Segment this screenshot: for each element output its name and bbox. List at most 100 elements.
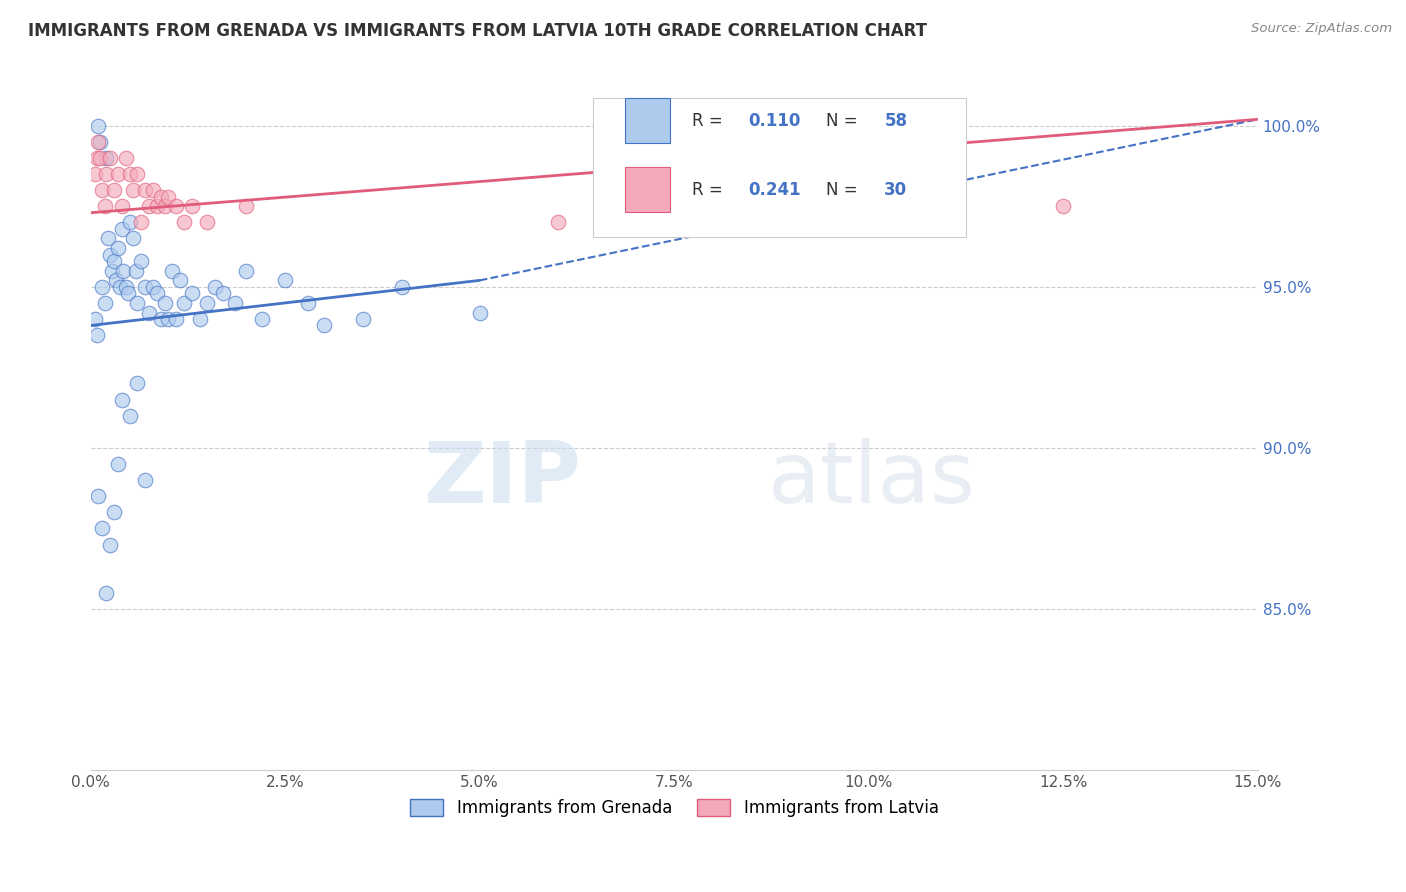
Point — [224, 296, 246, 310]
Point — [96, 586, 118, 600]
FancyBboxPatch shape — [592, 98, 966, 236]
Text: Source: ZipAtlas.com: Source: ZipAtlas.com — [1251, 22, 1392, 36]
Point — [165, 312, 187, 326]
Point — [111, 199, 134, 213]
Point — [118, 409, 141, 423]
Point — [129, 254, 152, 268]
Bar — [626, 168, 669, 212]
Point — [111, 392, 134, 407]
Point — [142, 183, 165, 197]
Point — [118, 167, 141, 181]
Point — [153, 199, 176, 213]
Point — [138, 305, 160, 319]
Point — [83, 167, 105, 181]
Point — [91, 280, 114, 294]
Point — [122, 231, 145, 245]
Point — [107, 457, 129, 471]
Bar — [626, 98, 669, 144]
Text: 58: 58 — [884, 112, 907, 130]
Point — [111, 222, 134, 236]
Point — [195, 215, 218, 229]
Point — [129, 215, 152, 229]
Point — [204, 280, 226, 294]
Point — [91, 183, 114, 197]
Point — [107, 167, 129, 181]
Point — [188, 312, 211, 326]
Point — [89, 151, 111, 165]
Point — [101, 263, 124, 277]
Point — [107, 241, 129, 255]
Point — [180, 286, 202, 301]
Point — [134, 280, 156, 294]
Text: N =: N = — [825, 112, 863, 130]
Legend: Immigrants from Grenada, Immigrants from Latvia: Immigrants from Grenada, Immigrants from… — [404, 792, 945, 824]
Point — [97, 231, 120, 245]
Point — [134, 183, 156, 197]
Text: ZIP: ZIP — [423, 438, 581, 521]
Point — [134, 473, 156, 487]
Point — [180, 199, 202, 213]
Point — [86, 328, 108, 343]
Text: IMMIGRANTS FROM GRENADA VS IMMIGRANTS FROM LATVIA 10TH GRADE CORRELATION CHART: IMMIGRANTS FROM GRENADA VS IMMIGRANTS FR… — [28, 22, 927, 40]
Point — [173, 296, 195, 310]
Point — [98, 247, 121, 261]
Point — [114, 280, 136, 294]
Point — [145, 286, 167, 301]
Point — [195, 296, 218, 310]
Point — [125, 263, 148, 277]
Point — [83, 312, 105, 326]
Text: N =: N = — [825, 181, 863, 199]
Point — [87, 135, 110, 149]
Point — [138, 199, 160, 213]
Text: 0.241: 0.241 — [748, 181, 800, 199]
Point — [96, 167, 118, 181]
Point — [149, 312, 172, 326]
Point — [142, 280, 165, 294]
Text: atlas: atlas — [768, 438, 976, 521]
Point — [87, 119, 110, 133]
Point — [91, 521, 114, 535]
Point — [127, 296, 149, 310]
Y-axis label: 10th Grade: 10th Grade — [0, 380, 7, 467]
Point — [165, 199, 187, 213]
Point — [96, 151, 118, 165]
Point — [98, 537, 121, 551]
Point — [468, 305, 491, 319]
Text: 0.110: 0.110 — [748, 112, 800, 130]
Point — [250, 312, 273, 326]
Point — [157, 312, 180, 326]
Point — [127, 167, 149, 181]
Point — [149, 189, 172, 203]
Point — [122, 183, 145, 197]
Point — [89, 135, 111, 149]
Point — [87, 489, 110, 503]
Point — [145, 199, 167, 213]
Point — [93, 296, 115, 310]
Point — [112, 263, 135, 277]
Point — [169, 273, 191, 287]
Text: 30: 30 — [884, 181, 907, 199]
Point — [127, 376, 149, 391]
Point — [103, 254, 125, 268]
Point — [98, 151, 121, 165]
Point — [312, 318, 335, 333]
Point — [162, 263, 184, 277]
Point — [118, 215, 141, 229]
Point — [297, 296, 319, 310]
Point — [86, 151, 108, 165]
Point — [104, 273, 127, 287]
Point — [103, 505, 125, 519]
Point — [235, 199, 257, 213]
Point — [212, 286, 235, 301]
Point — [173, 215, 195, 229]
Point — [352, 312, 374, 326]
Point — [274, 273, 297, 287]
Point — [391, 280, 413, 294]
Point — [547, 215, 569, 229]
Point — [93, 199, 115, 213]
Text: R =: R = — [692, 112, 728, 130]
Point — [153, 296, 176, 310]
Point — [235, 263, 257, 277]
Point — [157, 189, 180, 203]
Point — [114, 151, 136, 165]
